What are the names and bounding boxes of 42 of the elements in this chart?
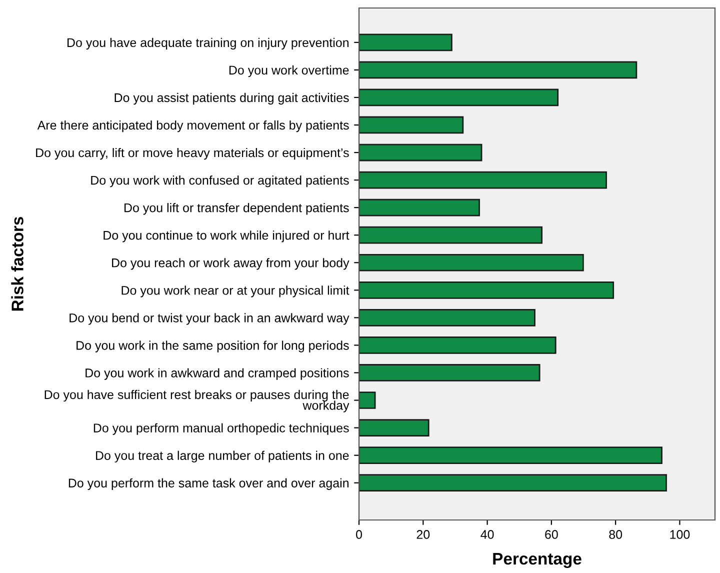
bar <box>359 61 638 79</box>
y-tick-label: Do you have sufficient rest breaks or pauses during the workday <box>44 390 350 412</box>
y-tick-label: Do you treat a large number of patients in one <box>96 450 349 462</box>
x-tick-label: 100 <box>670 530 690 539</box>
bar <box>359 226 543 244</box>
bar <box>359 171 607 189</box>
y-axis-title: Risk factors <box>11 216 24 311</box>
y-tick-label: Do you bend or twist your back in an awkward way <box>70 313 350 325</box>
x-axis-title: Percentage <box>493 553 582 568</box>
bar <box>359 392 376 409</box>
y-tick-label: Do you perform the same task over and over again <box>68 478 348 490</box>
bar <box>359 144 482 162</box>
bar <box>359 446 662 464</box>
bar <box>359 254 584 272</box>
bar <box>359 474 667 492</box>
y-tick-label: Do you work overtime <box>229 65 349 78</box>
x-tick-label: 0 <box>356 530 362 539</box>
x-tick-label: 20 <box>416 530 430 539</box>
bar <box>359 419 430 436</box>
bar <box>359 88 559 106</box>
y-tick-label: Do you work in awkward and cramped positions <box>86 368 349 380</box>
bar <box>359 281 614 299</box>
y-tick-label: Do you lift or transfer dependent patients <box>124 203 349 215</box>
y-tick-label: Do you work with confused or agitated patients <box>91 176 349 188</box>
x-tick-label: 40 <box>480 530 494 539</box>
x-tick-label: 80 <box>609 530 622 539</box>
bar <box>359 116 464 134</box>
y-tick-label: Do you continue to work while injured or hurt <box>104 230 350 242</box>
y-tick-label: Do you work near or at your physical limit <box>122 286 350 298</box>
y-tick-label: Do you reach or work away from your body <box>112 258 350 270</box>
y-tick-label: Do you work in the same position for long periods <box>76 340 349 352</box>
y-tick-label: Do you assist patients during gait activities <box>114 92 349 105</box>
bar <box>359 198 480 216</box>
bar <box>359 336 556 354</box>
y-tick-label: Are there anticipated body movement or falls by patients <box>37 120 349 132</box>
y-tick-label: Do you have adequate training on injury prevention <box>67 38 348 50</box>
y-tick-label: Do you carry, lift or move heavy materials or equipment’s <box>36 148 349 160</box>
bar <box>359 309 536 326</box>
y-tick-label: Do you perform manual orthopedic techniques <box>94 423 349 435</box>
bar <box>359 34 452 52</box>
bar <box>359 364 540 382</box>
x-tick-label: 60 <box>545 530 558 539</box>
